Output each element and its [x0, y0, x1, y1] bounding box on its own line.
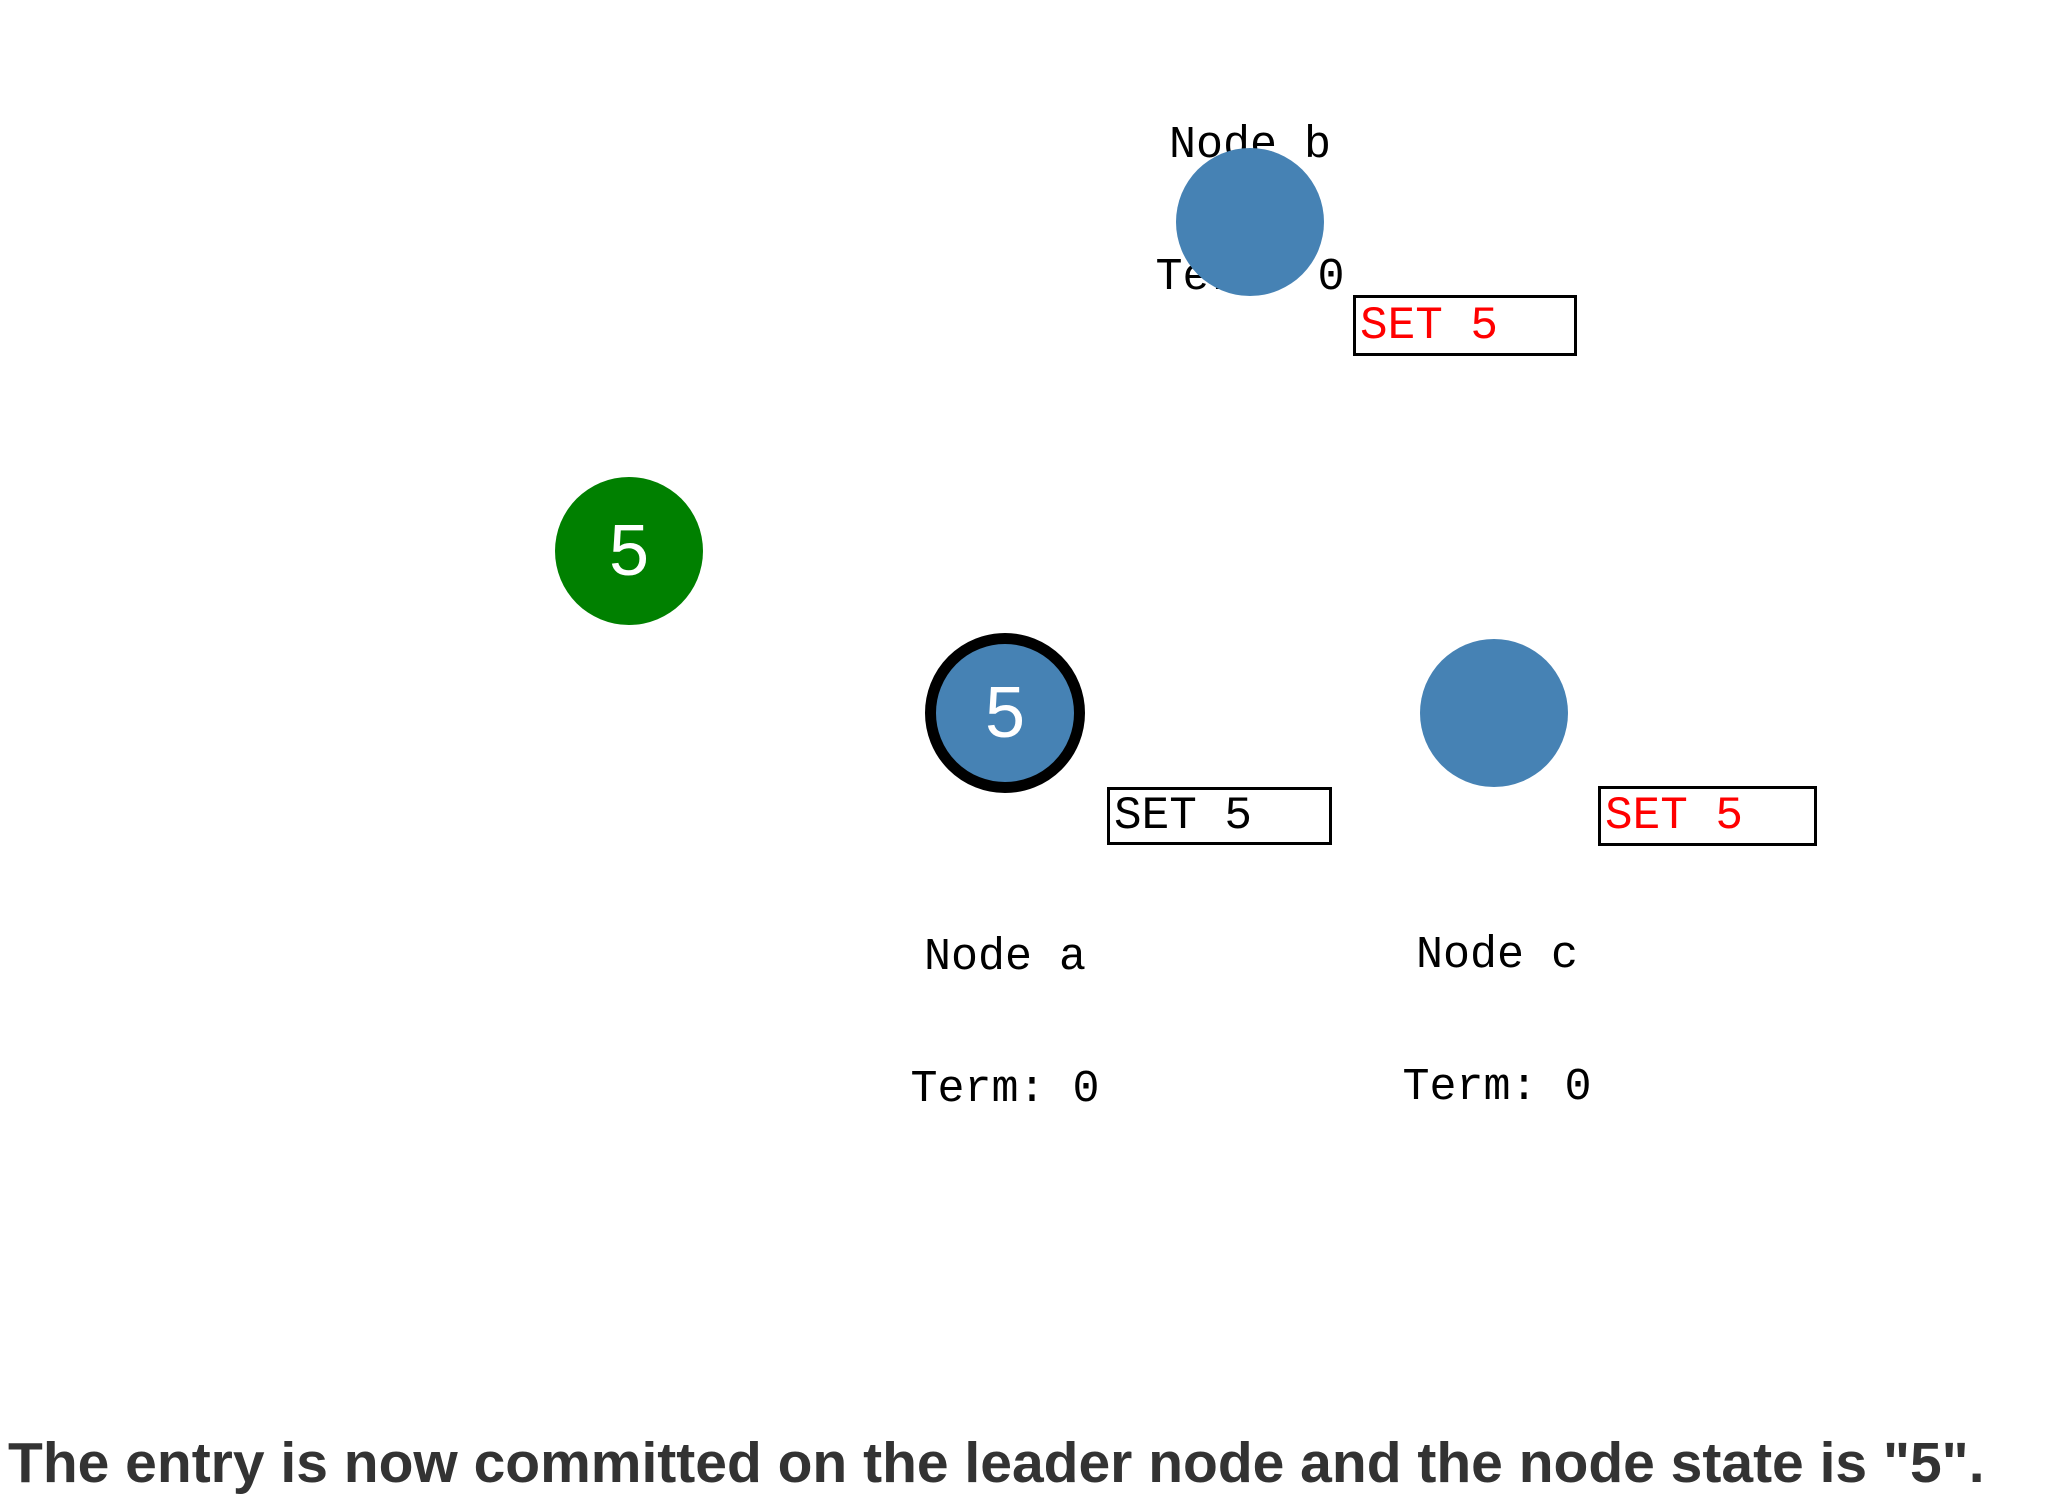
node-a-entry-box: SET 5	[1107, 787, 1332, 845]
node-a-label: Node a Term: 0	[835, 848, 1175, 1200]
node-c-entry-box: SET 5	[1598, 786, 1817, 846]
node-a-name: Node a	[923, 932, 1087, 983]
node-c-entry-label: SET 5	[1605, 790, 1744, 842]
committed-entry-circle: 5	[555, 477, 703, 625]
status-caption: The entry is now committed on the leader…	[8, 1431, 1985, 1495]
node-a-entry-label: SET 5	[1114, 790, 1253, 842]
node-c-name: Node c	[1415, 930, 1579, 981]
committed-entry-value: 5	[608, 511, 650, 591]
node-b-entry-label: SET 5	[1360, 299, 1499, 352]
node-c-label: Node c Term: 0	[1327, 846, 1667, 1198]
node-b-entry-box: SET 5	[1353, 295, 1577, 356]
node-c-circle	[1420, 639, 1568, 787]
node-a-state-value: 5	[984, 673, 1026, 753]
node-b-circle	[1176, 148, 1324, 296]
node-a-term: Term: 0	[910, 1064, 1100, 1115]
node-a-leader-circle: 5	[925, 633, 1085, 793]
node-c-term: Term: 0	[1402, 1062, 1592, 1113]
